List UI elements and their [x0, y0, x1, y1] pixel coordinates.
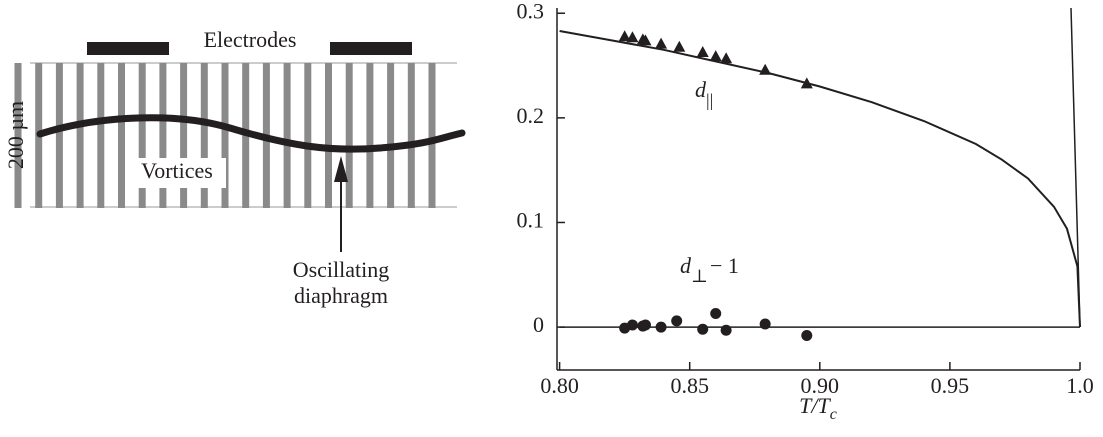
- vortex-line: [428, 63, 436, 208]
- vortices-label: Vortices: [141, 158, 213, 183]
- circle-point: [801, 329, 813, 341]
- label-backdrop: [193, 27, 305, 57]
- circle-point: [759, 318, 771, 330]
- x-axis-label-main: T/T: [799, 393, 831, 418]
- y-tick-label: 0.1: [517, 208, 545, 233]
- triangle-point: [639, 34, 652, 46]
- triangle-point: [655, 37, 668, 49]
- triangle-point: [626, 31, 639, 43]
- y-tick-label: 0.2: [517, 103, 545, 128]
- vortex-line: [407, 63, 415, 208]
- diagram: Electrodes Vortices 200 µm Oscillatingdiaph…: [3, 27, 466, 308]
- electrode: [87, 42, 169, 55]
- vortex-line: [345, 63, 353, 208]
- series-label-after: − 1: [710, 253, 739, 278]
- vortex-line: [97, 63, 105, 208]
- circle-point: [626, 319, 638, 331]
- triangle-point: [709, 50, 722, 62]
- vortex-line: [55, 63, 63, 208]
- vortex-line: [304, 63, 312, 208]
- diaphragm-label: diaphragm: [294, 283, 388, 308]
- vortex-line: [200, 63, 208, 208]
- y-tick-label: 0.3: [517, 0, 545, 23]
- diaphragm-label: Oscillating: [293, 257, 390, 282]
- y-tick-label: 0: [533, 312, 544, 337]
- series-label-main: d: [680, 253, 692, 278]
- x-axis-label-sub: c: [830, 406, 837, 423]
- vortex-line: [14, 63, 22, 208]
- vortex-line: [221, 63, 229, 208]
- circle-point: [720, 324, 732, 336]
- theory-curve: [559, 30, 1081, 328]
- circle-point: [655, 321, 667, 333]
- scale-label: 200 µm: [3, 101, 28, 169]
- triangle-point: [720, 52, 733, 64]
- electrode: [330, 42, 412, 55]
- circle-point: [639, 319, 651, 331]
- vortex-line: [180, 63, 188, 208]
- vortex-line: [118, 63, 125, 208]
- series-label-sub: ||: [706, 90, 713, 110]
- vortex-line: [138, 63, 146, 208]
- x-tick-label: 0.85: [670, 373, 709, 398]
- vortex-line: [366, 63, 374, 208]
- arrow-head: [334, 156, 348, 182]
- chart: 00.10.20.30.80 0.85 0.90 0.95 1.0T/Tcd||d⊥− …: [517, 0, 1094, 423]
- x-tick-label: 0.80: [540, 373, 579, 398]
- x-tick-label: 0.90: [801, 373, 840, 398]
- x-axis-label: T/Tc: [799, 393, 837, 423]
- vortex-line: [387, 63, 395, 208]
- circle-point: [710, 308, 722, 320]
- vortex-line: [283, 63, 291, 208]
- triangle-point: [618, 30, 631, 42]
- triangle-point: [673, 40, 686, 52]
- series-label-sub: ⊥: [691, 266, 708, 286]
- vortex-line: [76, 63, 84, 208]
- series-label: d||: [695, 77, 713, 110]
- x-tick-label: 1.0: [1066, 373, 1094, 398]
- diaphragm-curve: [36, 114, 466, 153]
- circle-point: [671, 315, 683, 327]
- circle-point: [697, 323, 709, 335]
- vortex-line: [159, 63, 167, 208]
- x-tick-label: 0.95: [931, 373, 970, 398]
- triangle-point: [696, 45, 709, 57]
- series-label-main: d: [695, 77, 707, 102]
- vortex-line: [325, 63, 332, 208]
- electrodes-label: Electrodes: [204, 27, 297, 52]
- series-label: d⊥− 1: [680, 253, 739, 286]
- label-backdrop: [128, 158, 226, 188]
